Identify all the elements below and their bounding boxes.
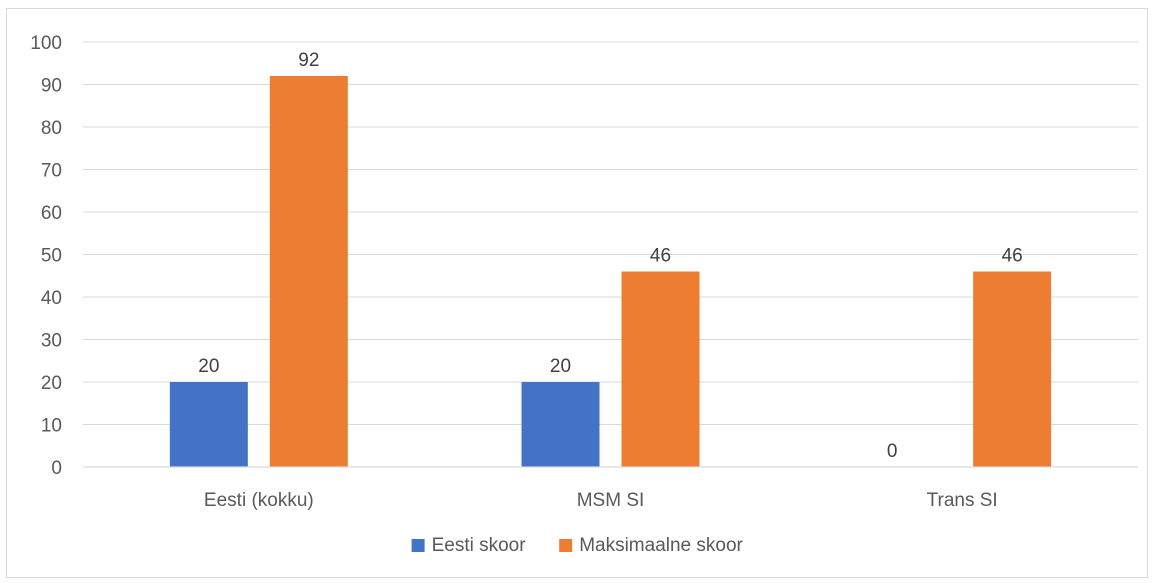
- legend-swatch: [411, 539, 425, 552]
- bar-maksimaalne-skoor-2: [973, 271, 1052, 467]
- x-category-label: MSM SI: [577, 490, 645, 511]
- y-tick-label: 60: [41, 203, 62, 224]
- data-label: 92: [298, 50, 319, 71]
- data-label: 46: [650, 246, 671, 267]
- bar-maksimaalne-skoor-0: [269, 76, 348, 467]
- data-label: 20: [198, 356, 219, 377]
- y-tick-label: 50: [41, 246, 62, 267]
- chart-frame: [6, 8, 1148, 578]
- bar-maksimaalne-skoor-1: [621, 271, 700, 467]
- y-tick-label: 0: [51, 458, 62, 479]
- y-tick-label: 90: [41, 76, 62, 97]
- data-labels: 20 92 20 46 0 46: [198, 50, 1022, 462]
- legend-label: Maksimaalne skoor: [579, 535, 743, 556]
- bar-eesti-skoor-1: [521, 382, 600, 467]
- y-tick-label: 80: [41, 118, 62, 139]
- data-label: 20: [550, 356, 571, 377]
- y-tick-label: 10: [41, 416, 62, 437]
- legend: Eesti skoor Maksimaalne skoor: [411, 535, 744, 556]
- y-tick-label: 40: [41, 288, 62, 309]
- legend-label: Eesti skoor: [432, 535, 527, 556]
- y-axis: 0 10 20 30 40 50 60 70 80 90 100: [30, 33, 62, 479]
- bar-eesti-skoor-0: [169, 382, 248, 467]
- data-label: 0: [887, 441, 898, 462]
- x-category-label: Eesti (kokku): [204, 490, 314, 511]
- legend-swatch: [559, 539, 573, 552]
- y-tick-label: 20: [41, 373, 62, 394]
- x-axis: Eesti (kokku) MSM SI Trans SI: [83, 466, 1138, 511]
- gridlines: [83, 41, 1138, 425]
- x-category-label: Trans SI: [927, 490, 998, 511]
- bars: [169, 76, 1052, 467]
- data-label: 46: [1002, 246, 1023, 267]
- y-tick-label: 100: [30, 33, 62, 54]
- y-tick-label: 70: [41, 161, 62, 182]
- y-tick-label: 30: [41, 331, 62, 352]
